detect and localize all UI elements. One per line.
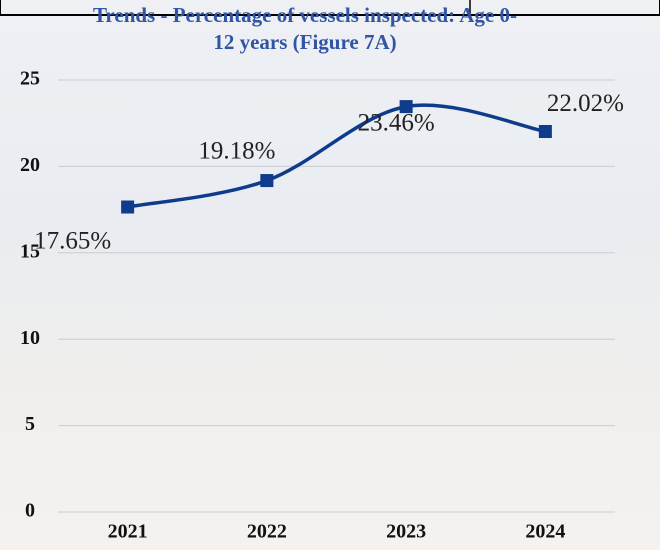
- marker: [260, 174, 274, 188]
- data-label: 19.18%: [198, 137, 275, 164]
- x-tick-label: 2024: [525, 521, 565, 543]
- marker: [538, 124, 552, 138]
- line: [127, 103, 546, 209]
- x-tick-label: 2023: [386, 521, 426, 543]
- y-tick-label: 0: [25, 500, 35, 522]
- y-tick-label: 25: [20, 68, 40, 90]
- y-tick-label: 15: [20, 240, 40, 262]
- table-border: [0, 0, 660, 16]
- x-tick-label: 2021: [108, 521, 148, 543]
- y-tick-label: 20: [20, 154, 40, 176]
- data-label: 22.02%: [547, 90, 624, 117]
- data-label: 17.65%: [34, 228, 111, 255]
- data-label: 23.46%: [358, 109, 435, 136]
- marker: [121, 200, 135, 214]
- chart-title: Trends - Percentage of vessels inspected…: [92, 3, 517, 54]
- y-tick-label: 5: [25, 413, 35, 435]
- marker: [399, 100, 413, 114]
- y-tick-label: 10: [20, 327, 40, 349]
- x-tick-label: 2022: [247, 521, 287, 543]
